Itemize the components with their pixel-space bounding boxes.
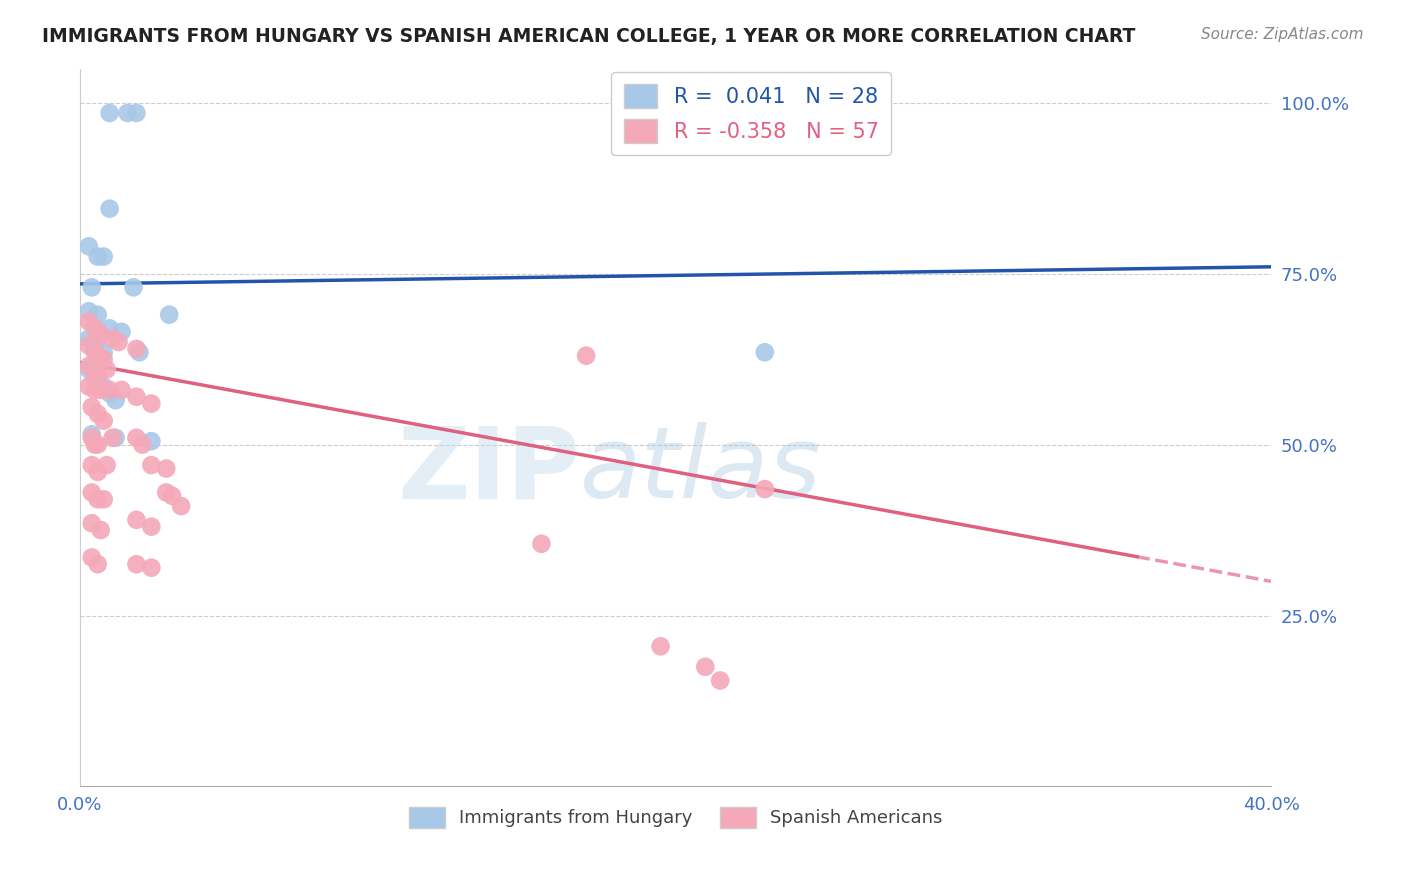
Point <box>155 461 177 475</box>
Point <box>77 304 100 318</box>
Point <box>125 106 148 120</box>
Point <box>125 390 148 404</box>
Point <box>83 321 105 335</box>
Point <box>77 362 100 376</box>
Point <box>125 431 148 445</box>
Point <box>80 516 103 531</box>
Point <box>93 414 115 428</box>
Point <box>141 434 163 449</box>
Point <box>80 485 103 500</box>
Point <box>141 560 163 574</box>
Point <box>96 458 118 472</box>
Point <box>87 349 110 363</box>
Point <box>101 431 124 445</box>
Point <box>93 379 115 393</box>
Point <box>77 239 100 253</box>
Text: Source: ZipAtlas.com: Source: ZipAtlas.com <box>1201 27 1364 42</box>
Point <box>754 345 776 359</box>
Point <box>93 352 115 367</box>
Point <box>575 349 598 363</box>
Point <box>141 458 163 472</box>
Point <box>87 373 110 387</box>
Point <box>87 308 110 322</box>
Point <box>87 492 110 507</box>
Point <box>80 400 103 414</box>
Point <box>83 366 105 380</box>
Point <box>87 250 110 264</box>
Point <box>93 492 115 507</box>
Point <box>110 383 132 397</box>
Point <box>83 345 105 359</box>
Point <box>141 519 163 533</box>
Point <box>83 383 105 397</box>
Point <box>141 396 163 410</box>
Point <box>80 280 103 294</box>
Point <box>101 332 124 346</box>
Point <box>77 359 100 373</box>
Point <box>98 386 121 401</box>
Point <box>530 537 553 551</box>
Point <box>110 325 132 339</box>
Point <box>80 458 103 472</box>
Point <box>87 558 110 572</box>
Point <box>87 369 110 384</box>
Point <box>98 106 121 120</box>
Point <box>77 379 100 393</box>
Point <box>155 485 177 500</box>
Point <box>80 550 103 565</box>
Point <box>131 437 153 451</box>
Point <box>87 437 110 451</box>
Point <box>157 308 180 322</box>
Point <box>93 345 115 359</box>
Point <box>650 640 672 654</box>
Point <box>80 427 103 442</box>
Point <box>93 250 115 264</box>
Point <box>117 106 139 120</box>
Point <box>98 383 121 397</box>
Point <box>122 280 145 294</box>
Point <box>98 321 121 335</box>
Point <box>77 332 100 346</box>
Point <box>90 383 112 397</box>
Point <box>83 369 105 384</box>
Point <box>83 437 105 451</box>
Point <box>125 342 148 356</box>
Point <box>77 314 100 328</box>
Point <box>695 660 717 674</box>
Point <box>125 513 148 527</box>
Point <box>83 338 105 352</box>
Point <box>754 482 776 496</box>
Point <box>128 345 150 359</box>
Point <box>709 673 731 688</box>
Point <box>77 338 100 352</box>
Point <box>98 202 121 216</box>
Point <box>104 431 127 445</box>
Text: IMMIGRANTS FROM HUNGARY VS SPANISH AMERICAN COLLEGE, 1 YEAR OR MORE CORRELATION : IMMIGRANTS FROM HUNGARY VS SPANISH AMERI… <box>42 27 1136 45</box>
Point <box>170 499 193 513</box>
Point <box>107 334 129 349</box>
Point <box>87 465 110 479</box>
Point <box>90 523 112 537</box>
Point <box>87 407 110 421</box>
Legend: Immigrants from Hungary, Spanish Americans: Immigrants from Hungary, Spanish America… <box>401 799 949 835</box>
Point <box>125 558 148 572</box>
Point <box>104 393 127 408</box>
Point <box>87 325 110 339</box>
Point <box>96 362 118 376</box>
Point <box>90 328 112 343</box>
Point <box>80 431 103 445</box>
Point <box>160 489 183 503</box>
Text: atlas: atlas <box>581 422 823 519</box>
Text: ZIP: ZIP <box>398 422 581 519</box>
